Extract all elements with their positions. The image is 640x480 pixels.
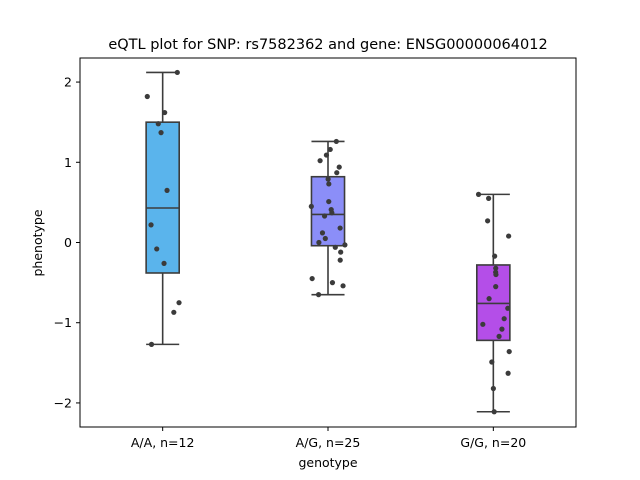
y-tick-label: 2 [64, 75, 72, 90]
data-point [309, 275, 315, 282]
data-point [333, 138, 339, 145]
data-point [154, 246, 160, 252]
y-axis-title: phenotype [30, 209, 45, 276]
data-point [337, 225, 343, 231]
data-point [162, 109, 168, 116]
x-tick-label: A/A, n=12 [131, 435, 195, 450]
data-point [475, 191, 482, 197]
data-point [342, 242, 348, 248]
box-group [144, 69, 182, 347]
data-point [485, 218, 491, 224]
box-iqr [310, 175, 346, 247]
data-point [325, 176, 331, 182]
data-point [171, 309, 177, 315]
box-iqr [475, 264, 511, 342]
x-tick-label: A/G, n=25 [296, 435, 361, 450]
plot-area [144, 69, 512, 415]
data-point [164, 187, 170, 193]
data-point [491, 409, 497, 415]
data-point [489, 359, 495, 365]
data-point [493, 284, 499, 290]
y-tick-label: 0 [64, 235, 72, 250]
data-point [323, 152, 330, 158]
data-point [501, 316, 507, 322]
data-point [317, 158, 323, 164]
data-point [315, 292, 322, 298]
data-point [337, 257, 343, 263]
data-point [506, 233, 512, 239]
data-point [308, 203, 314, 210]
data-point [316, 239, 322, 246]
y-tick-label: −1 [54, 315, 72, 330]
x-tick-label: G/G, n=20 [460, 435, 526, 450]
data-point [486, 195, 492, 201]
data-point [329, 280, 336, 286]
y-tick-label: −2 [54, 395, 72, 410]
x-axis: A/A, n=12 A/G, n=25 G/G, n=20 [131, 427, 526, 450]
chart-title: eQTL plot for SNP: rs7582362 and gene: E… [108, 37, 547, 53]
data-point [174, 69, 180, 76]
data-point [326, 198, 332, 205]
box-iqr [145, 121, 180, 274]
data-point [493, 271, 499, 278]
data-point [480, 321, 486, 327]
data-point [326, 181, 332, 187]
data-point [158, 130, 164, 136]
box-group [308, 138, 348, 298]
data-point [490, 385, 496, 392]
data-point [338, 249, 344, 255]
data-point [505, 370, 511, 376]
data-point [493, 265, 499, 271]
data-point [148, 341, 155, 347]
data-point [327, 146, 333, 153]
data-point [505, 305, 511, 311]
data-point [506, 348, 512, 355]
data-point [492, 253, 498, 259]
data-point [144, 93, 150, 100]
box-group [475, 191, 512, 415]
data-point [496, 333, 502, 339]
y-axis: −2 −1 0 1 2 [54, 75, 80, 410]
data-point [319, 230, 326, 236]
data-point [155, 121, 161, 127]
data-point [322, 235, 328, 242]
x-axis-title: genotype [298, 455, 357, 470]
data-point [148, 222, 154, 228]
y-tick-label: 1 [64, 155, 72, 170]
data-point [334, 170, 340, 176]
data-point [340, 283, 346, 289]
data-point [321, 213, 328, 219]
data-point [336, 164, 342, 170]
data-point [161, 260, 167, 266]
data-point [176, 300, 182, 306]
data-point [486, 296, 492, 302]
data-point [332, 244, 338, 250]
data-point [329, 210, 335, 216]
data-point [499, 326, 505, 332]
